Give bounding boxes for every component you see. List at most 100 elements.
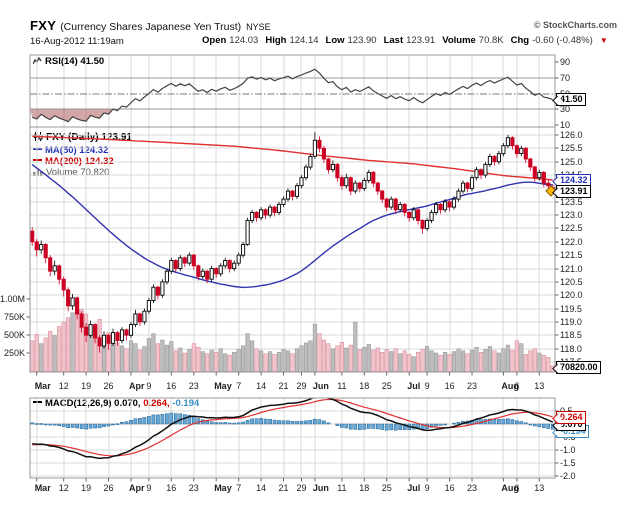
svg-text:122.0: 122.0 <box>560 237 583 247</box>
svg-text:25: 25 <box>382 483 392 493</box>
svg-text:23: 23 <box>467 381 477 391</box>
quote-label: Last <box>383 35 404 46</box>
svg-text:Jun: Jun <box>313 483 329 493</box>
svg-text:750K: 750K <box>4 312 25 322</box>
quote-value: 123.90 <box>347 35 377 46</box>
svg-text:9: 9 <box>146 381 151 391</box>
svg-text:500K: 500K <box>4 330 25 340</box>
svg-text:119.0: 119.0 <box>560 317 582 327</box>
macd-signal-callout: 0.264 <box>556 411 586 424</box>
ma50-line <box>31 164 553 289</box>
svg-text:-1.0: -1.0 <box>560 445 576 455</box>
svg-text:29: 29 <box>296 483 306 493</box>
quote-label: Open <box>202 35 227 46</box>
svg-text:30: 30 <box>560 104 570 114</box>
rsi-bands <box>30 77 555 110</box>
rsi-legend-label: RSI(14) 41.50 <box>45 56 105 67</box>
macd-signal-value: 0.264, <box>143 398 170 409</box>
quote-label: High <box>265 35 287 46</box>
grid-lines <box>30 55 555 478</box>
svg-text:90: 90 <box>560 57 570 67</box>
change-down-arrow-icon: ▼ <box>599 36 608 45</box>
quote-strip: Open 124.03 High 124.14 Low 123.90 Last 123.91 V… <box>202 35 608 46</box>
svg-text:6: 6 <box>514 483 519 493</box>
svg-text:29: 29 <box>296 381 306 391</box>
svg-text:7: 7 <box>236 381 241 391</box>
svg-text:121.5: 121.5 <box>560 250 583 260</box>
svg-text:Jun: Jun <box>313 381 329 391</box>
svg-text:16: 16 <box>445 483 455 493</box>
svg-text:Mar: Mar <box>35 381 52 391</box>
svg-text:23: 23 <box>189 381 199 391</box>
stockcharts-copyright-link[interactable]: © StockCharts.com <box>533 20 617 30</box>
svg-text:120.5: 120.5 <box>560 277 583 287</box>
svg-text:21: 21 <box>278 381 288 391</box>
svg-text:11: 11 <box>337 483 346 493</box>
macd-line <box>32 398 554 460</box>
svg-text:Aug: Aug <box>501 381 519 391</box>
svg-text:125.5: 125.5 <box>560 143 583 153</box>
svg-text:125.0: 125.0 <box>560 157 583 167</box>
rsi-value-callout: 41.50 <box>556 93 586 106</box>
svg-text:121.0: 121.0 <box>560 264 583 274</box>
svg-text:23: 23 <box>189 483 199 493</box>
quote-value: 124.14 <box>289 35 319 46</box>
quote-value: -0.60 (-0.48%) <box>532 35 593 46</box>
last-price-callout: 123.91 <box>556 185 591 198</box>
svg-text:13: 13 <box>534 483 544 493</box>
svg-text:-2.0: -2.0 <box>560 471 576 481</box>
quote-value: 70.8K <box>478 35 504 46</box>
svg-text:Apr: Apr <box>129 381 145 391</box>
svg-text:Mar: Mar <box>35 483 52 493</box>
candles <box>30 132 555 353</box>
rsi-line <box>32 68 553 123</box>
quote-label: Low <box>325 35 345 46</box>
svg-text:May: May <box>214 381 232 391</box>
svg-text:19: 19 <box>81 483 91 493</box>
volume-value-callout: 70820.00 <box>556 361 601 374</box>
quote-label: Chg <box>510 35 530 46</box>
exchange-label: NYSE <box>246 22 271 32</box>
svg-text:-1.5: -1.5 <box>560 458 576 468</box>
svg-text:11: 11 <box>337 381 346 391</box>
svg-text:16: 16 <box>445 381 455 391</box>
volume-legend: Volume 70,820 <box>33 167 109 179</box>
ticker-symbol: FXY <box>30 18 57 33</box>
quote-datetime: 16-Aug-2012 11:19am <box>30 36 124 47</box>
svg-text:23: 23 <box>467 483 477 493</box>
svg-text:Jul: Jul <box>407 381 420 391</box>
svg-text:26: 26 <box>103 483 113 493</box>
svg-text:Apr: Apr <box>129 483 145 493</box>
svg-text:120.0: 120.0 <box>560 290 583 300</box>
quote-value: 123.91 <box>406 35 436 46</box>
svg-text:118.0: 118.0 <box>560 344 582 354</box>
svg-text:18: 18 <box>359 483 369 493</box>
volume-legend-label: Volume 70,820 <box>46 167 110 178</box>
svg-text:25: 25 <box>382 381 392 391</box>
macd-histogram <box>30 412 555 431</box>
svg-text:123.5: 123.5 <box>560 197 583 207</box>
price-legend-label: FXY (Daily) 123.91 <box>46 132 132 143</box>
svg-text:Jul: Jul <box>407 483 420 493</box>
svg-text:123.0: 123.0 <box>560 210 583 220</box>
svg-text:118.5: 118.5 <box>560 330 582 340</box>
quote-label: Volume <box>442 35 476 46</box>
svg-text:6: 6 <box>514 381 519 391</box>
svg-text:May: May <box>214 483 232 493</box>
svg-text:10: 10 <box>560 120 570 130</box>
ma50-legend-label: MA(50) 124.32 <box>45 145 109 156</box>
svg-text:12: 12 <box>59 381 69 391</box>
svg-text:26: 26 <box>103 381 113 391</box>
svg-text:7: 7 <box>236 483 241 493</box>
ticker-name: (Currency Shares Japanese Yen Trust) <box>60 21 242 33</box>
svg-text:119.5: 119.5 <box>560 304 582 314</box>
svg-text:1.00M: 1.00M <box>0 294 25 304</box>
svg-text:122.5: 122.5 <box>560 223 583 233</box>
panel-borders <box>29 54 556 479</box>
svg-text:18: 18 <box>359 381 369 391</box>
svg-text:Aug: Aug <box>501 483 519 493</box>
svg-text:250K: 250K <box>4 348 25 358</box>
svg-text:16: 16 <box>166 483 176 493</box>
